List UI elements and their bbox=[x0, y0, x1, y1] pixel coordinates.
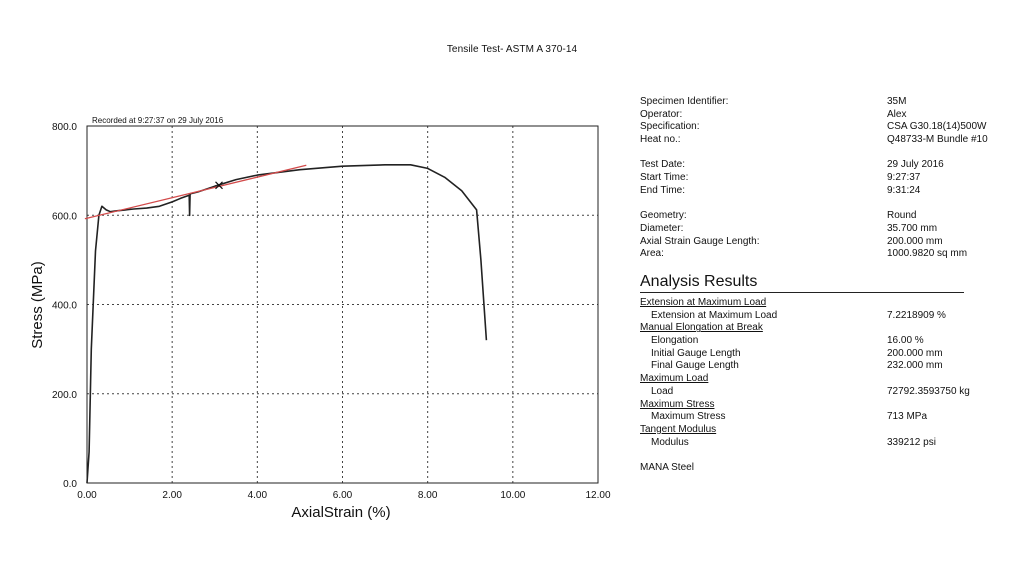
page-title: Tensile Test- ASTM A 370-14 bbox=[446, 44, 578, 55]
start-time-value: 9:27:37 bbox=[887, 172, 921, 184]
modulus-label: Modulus bbox=[651, 436, 689, 448]
specimen-identifier-label: Specimen Identifier: bbox=[640, 96, 729, 107]
x-tick-label: 12.00 bbox=[585, 490, 610, 501]
tick-labels: 0.00 2.00 4.00 6.00 8.00 10.00 12.00 0.0 200.0 40… bbox=[52, 122, 611, 501]
x-tick-label: 6.00 bbox=[333, 490, 353, 501]
x-tick-label: 8.00 bbox=[418, 490, 438, 501]
max-stress-value: 713 MPa bbox=[887, 411, 928, 423]
specification-value: CSA G30.18(14)500W bbox=[887, 121, 987, 133]
start-time-label: Start Time: bbox=[640, 172, 689, 184]
elongation-value: 16.00 % bbox=[887, 335, 924, 347]
geometry-value: Round bbox=[887, 210, 917, 222]
area-label: Area: bbox=[640, 248, 664, 260]
test-date-value: 29 July 2016 bbox=[887, 159, 944, 171]
diameter-value: 35.700 mm bbox=[887, 222, 938, 234]
gauge-length-label: Axial Strain Gauge Length: bbox=[640, 235, 760, 247]
elongation-label: Elongation bbox=[651, 335, 699, 347]
recorded-note: Recorded at 9:27:37 on 29 July 2016 bbox=[92, 116, 224, 125]
section-extension-heading: Extension at Maximum Load bbox=[640, 297, 767, 308]
specification-label: Specification: bbox=[640, 121, 700, 133]
plot-frame bbox=[86, 125, 599, 484]
section-elongation-heading: Manual Elongation at Break bbox=[640, 322, 763, 334]
end-time-label: End Time: bbox=[640, 184, 686, 196]
initial-gauge-label: Initial Gauge Length bbox=[651, 347, 741, 359]
max-stress-label: Maximum Stress bbox=[651, 411, 726, 423]
annotations bbox=[215, 181, 223, 190]
section-tangent-modulus-heading: Tangent Modulus bbox=[640, 423, 717, 435]
final-gauge-value: 232.000 mm bbox=[887, 360, 943, 372]
section-max-stress-heading: Maximum Stress bbox=[640, 398, 715, 410]
operator-value: Alex bbox=[887, 108, 907, 120]
load-value: 72792.3593750 kg bbox=[887, 385, 970, 397]
extension-label: Extension at Maximum Load bbox=[651, 309, 778, 321]
footer-brand: MANA Steel bbox=[640, 462, 694, 473]
x-tick-label: 10.00 bbox=[500, 490, 525, 501]
x-tick-label: 0.00 bbox=[77, 490, 97, 501]
operator-label: Operator: bbox=[640, 108, 683, 120]
heat-no-value: Q48733-M Bundle #10 bbox=[887, 134, 988, 146]
analysis-results: Extension at Maximum Load Extension at M… bbox=[640, 297, 970, 449]
data-series bbox=[84, 164, 488, 484]
extension-value: 7.2218909 % bbox=[887, 309, 946, 321]
y-tick-label: 200.0 bbox=[52, 390, 77, 401]
gauge-length-value: 200.000 mm bbox=[887, 235, 943, 247]
final-gauge-label: Final Gauge Length bbox=[651, 360, 739, 372]
diameter-label: Diameter: bbox=[640, 222, 684, 234]
grid-lines bbox=[87, 126, 598, 483]
stress-strain-chart: 0.00 2.00 4.00 6.00 8.00 10.00 12.00 0.0 200.0 40… bbox=[29, 116, 611, 521]
specimen-identifier-value: 35M bbox=[887, 96, 907, 107]
test-date-label: Test Date: bbox=[640, 159, 686, 171]
analysis-results-title: Analysis Results bbox=[640, 273, 964, 293]
tangent-modulus-line bbox=[84, 164, 307, 220]
x-tick-label: 2.00 bbox=[162, 490, 182, 501]
modulus-value: 339212 psi bbox=[887, 436, 936, 448]
x-axis-title: AxialStrain (%) bbox=[291, 504, 390, 521]
initial-gauge-value: 200.000 mm bbox=[887, 347, 943, 359]
y-tick-label: 600.0 bbox=[52, 211, 77, 222]
y-tick-label: 400.0 bbox=[52, 301, 77, 312]
y-tick-label: 0.0 bbox=[63, 479, 77, 490]
area-value: 1000.9820 sq mm bbox=[887, 248, 968, 260]
load-label: Load bbox=[651, 385, 674, 397]
y-axis-title: Stress (MPa) bbox=[29, 261, 46, 349]
end-time-value: 9:31:24 bbox=[887, 184, 921, 196]
geometry-label: Geometry: bbox=[640, 210, 687, 222]
heat-no-label: Heat no.: bbox=[640, 134, 681, 146]
stress-strain-curve bbox=[86, 164, 488, 484]
section-max-load-heading: Maximum Load bbox=[640, 373, 709, 385]
tangent-point-marker bbox=[215, 181, 223, 190]
x-tick-label: 4.00 bbox=[248, 490, 268, 501]
y-tick-label: 800.0 bbox=[52, 122, 77, 133]
